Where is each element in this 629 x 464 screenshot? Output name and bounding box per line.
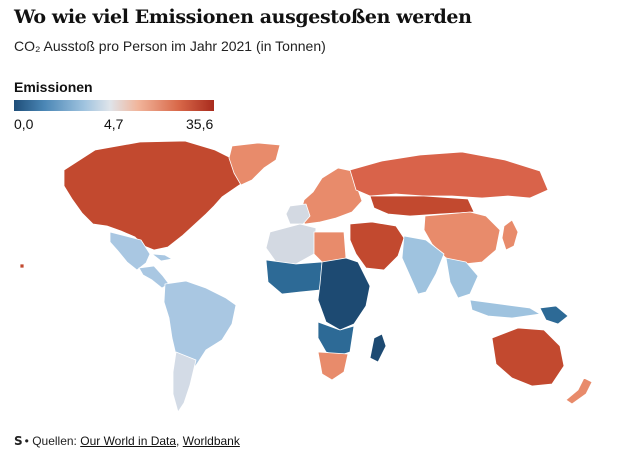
brand-logo: S	[14, 434, 23, 448]
legend-mid-label: 4,7	[104, 116, 124, 132]
region-papua	[539, 305, 569, 325]
region-southern-cone	[172, 351, 197, 413]
world-map	[19, 140, 593, 413]
region-west-africa	[265, 259, 323, 295]
region-madagascar	[369, 333, 387, 363]
region-new-zealand	[565, 377, 593, 405]
legend-color-scale	[14, 100, 214, 111]
region-india	[401, 235, 445, 295]
region-south-africa	[317, 351, 349, 381]
region-north-africa	[265, 223, 317, 265]
region-mongolia-kazakhstan	[369, 195, 475, 217]
region-southeast-asia	[445, 257, 479, 299]
region-indonesia	[469, 299, 541, 319]
region-japan-korea	[501, 219, 519, 251]
region-iberia-france	[285, 203, 311, 225]
region-caribbean	[151, 253, 173, 262]
source-link-worldbank[interactable]: Worldbank	[182, 434, 240, 448]
legend-title: Emissionen	[14, 79, 93, 95]
region-south-america	[163, 280, 237, 375]
region-greenland	[228, 142, 281, 186]
region-central-america	[138, 265, 170, 289]
region-middle-east	[349, 221, 405, 271]
legend-max-label: 35,6	[186, 116, 214, 132]
region-australia	[491, 327, 565, 387]
source-link-owid[interactable]: Our World in Data	[80, 434, 177, 448]
source-prefix: • Quellen:	[24, 434, 81, 448]
chart-subtitle: CO₂ Ausstoß pro Person im Jahr 2021 (in …	[14, 38, 326, 54]
region-mexico	[109, 231, 151, 271]
source-separator: ,	[176, 434, 183, 448]
region-hawaii	[19, 263, 25, 269]
legend-min-label: 0,0	[14, 116, 34, 132]
region-china	[423, 211, 501, 265]
chart-title: Wo wie viel Emissionen ausgestoßen werde…	[14, 6, 472, 28]
region-east-africa	[317, 257, 371, 331]
source-line: S • Quellen: Our World in Data, Worldbank	[14, 434, 240, 448]
region-north-america	[63, 140, 251, 251]
region-russia	[349, 151, 549, 199]
